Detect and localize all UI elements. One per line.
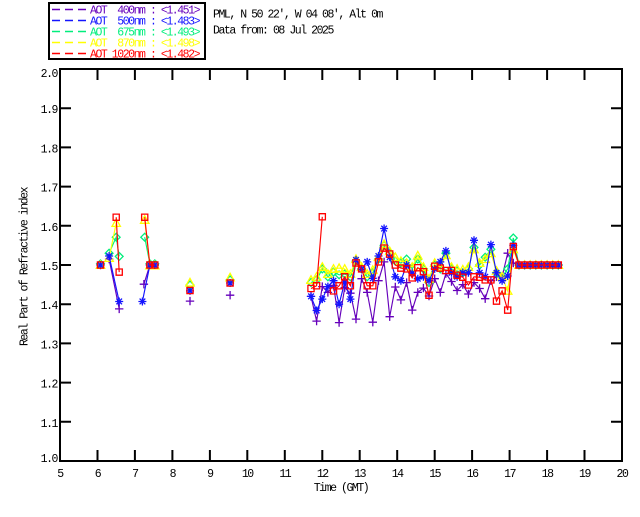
- svg-text:1.8: 1.8: [41, 143, 59, 156]
- svg-text:AOT 675nm : <1.493>: AOT 675nm : <1.493>: [90, 27, 201, 40]
- svg-text:9: 9: [207, 468, 214, 481]
- svg-text:Time (GMT): Time (GMT): [314, 482, 369, 495]
- svg-text:1.9: 1.9: [41, 104, 59, 117]
- svg-text:12: 12: [317, 468, 329, 481]
- svg-text:Real Part of Refractive index: Real Part of Refractive index: [19, 186, 32, 346]
- svg-text:5: 5: [57, 468, 64, 481]
- svg-text:6: 6: [95, 468, 102, 481]
- svg-text:7: 7: [132, 468, 138, 481]
- svg-text:19: 19: [579, 468, 591, 481]
- svg-text:2.0: 2.0: [41, 68, 59, 81]
- svg-text:17: 17: [504, 468, 515, 481]
- svg-text:13: 13: [354, 468, 366, 481]
- svg-text:10: 10: [242, 468, 254, 481]
- svg-text:1.0: 1.0: [41, 453, 59, 466]
- svg-text:1.3: 1.3: [41, 339, 59, 352]
- svg-text:1.7: 1.7: [41, 183, 58, 196]
- svg-text:11: 11: [279, 468, 291, 481]
- svg-text:15: 15: [429, 468, 441, 481]
- svg-text:AOT 1020nm : <1.482>: AOT 1020nm : <1.482>: [90, 49, 201, 62]
- svg-text:18: 18: [542, 468, 554, 481]
- svg-text:8: 8: [170, 468, 177, 481]
- svg-text:14: 14: [392, 468, 404, 481]
- svg-text:1.6: 1.6: [41, 222, 59, 235]
- svg-text:AOT 500nm : <1.483>: AOT 500nm : <1.483>: [90, 16, 201, 29]
- svg-text:1.1: 1.1: [41, 418, 59, 431]
- svg-text:Data from: 08 Jul 2025: Data from: 08 Jul 2025: [213, 25, 334, 38]
- svg-text:1.2: 1.2: [41, 379, 59, 392]
- svg-text:PML, N 50 22', W 04 08', Alt 0: PML, N 50 22', W 04 08', Alt 0m: [213, 9, 384, 22]
- svg-text:AOT 870nm : <1.498>: AOT 870nm : <1.498>: [90, 38, 201, 51]
- svg-text:1.4: 1.4: [41, 300, 59, 313]
- svg-text:AOT 400nm : <1.451>: AOT 400nm : <1.451>: [90, 5, 201, 18]
- svg-text:1.5: 1.5: [41, 261, 59, 274]
- svg-text:20: 20: [617, 468, 629, 481]
- svg-text:16: 16: [467, 468, 479, 481]
